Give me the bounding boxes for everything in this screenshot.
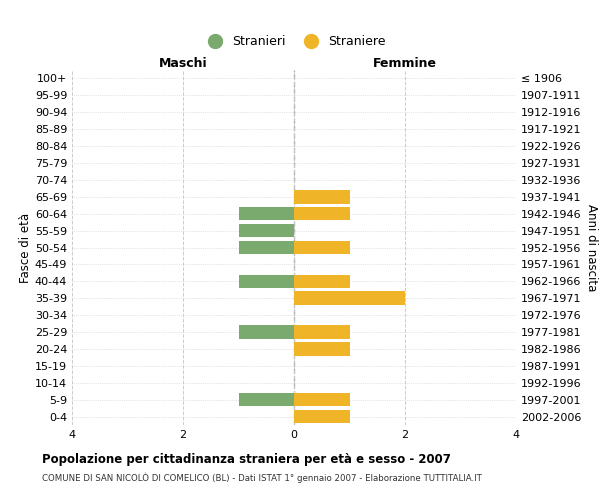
Text: Popolazione per cittadinanza straniera per età e sesso - 2007: Popolazione per cittadinanza straniera p… [42, 452, 451, 466]
Bar [294, 274, 349, 288]
Bar [294, 326, 349, 339]
Text: Maschi: Maschi [158, 57, 208, 70]
Text: COMUNE DI SAN NICOLÒ DI COMELICO (BL) - Dati ISTAT 1° gennaio 2007 - Elaborazion: COMUNE DI SAN NICOLÒ DI COMELICO (BL) - … [42, 472, 482, 483]
Bar [294, 240, 349, 254]
Bar [239, 224, 294, 237]
Bar [239, 240, 294, 254]
Legend: Stranieri, Straniere: Stranieri, Straniere [197, 30, 391, 53]
Bar [294, 207, 349, 220]
Bar [294, 342, 349, 355]
Text: Femmine: Femmine [373, 57, 437, 70]
Y-axis label: Anni di nascita: Anni di nascita [585, 204, 598, 291]
Bar [239, 207, 294, 220]
Bar [294, 190, 349, 203]
Bar [239, 274, 294, 288]
Y-axis label: Fasce di età: Fasce di età [19, 212, 32, 282]
Bar [294, 393, 349, 406]
Bar [294, 292, 405, 305]
Bar [239, 393, 294, 406]
Bar [294, 410, 349, 424]
Bar [239, 326, 294, 339]
